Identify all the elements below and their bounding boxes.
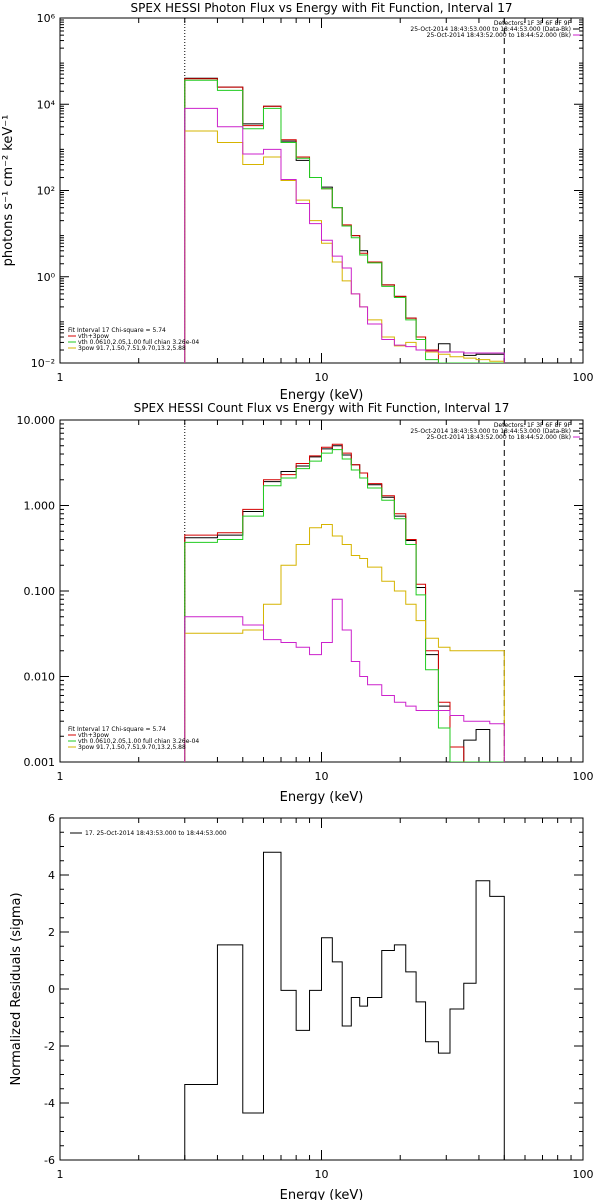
x-axis-label: Energy (keV) [280,388,364,403]
x-tick-label: 10 [315,770,329,783]
y-tick-label: 0 [48,983,55,996]
x-axis-label: Energy (keV) [280,1188,364,1200]
y-tick-label: 0.001 [24,756,56,769]
y-tick-label: 10⁴ [37,98,56,111]
y-tick-label: 10⁶ [37,12,56,25]
y-tick-label: 10.000 [17,414,56,427]
series-1-line [184,78,505,363]
y-tick-label: 10⁻² [31,357,55,370]
x-tick-label: 1 [57,1168,64,1181]
series-0-line [184,851,505,1160]
legend-top-entry: Detectors: 1F 3F 6F 8F 9F [494,20,572,27]
legend-bottom-entry: Fit Interval 17 Chi-square = 5.74 [68,327,166,334]
x-tick-label: 1 [57,371,64,384]
legend-bottom-entry: Fit Interval 17 Chi-square = 5.74 [68,726,166,733]
series-3-line [184,130,505,363]
y-tick-label: 4 [48,869,55,882]
series-2-line [184,449,505,762]
legend-top-entry: 25-Oct-2014 18:43:52.000 to 18:44:52.000… [427,32,571,39]
y-tick-label: 10⁰ [37,271,56,284]
residuals-panel: 1 10 100 6 4 2 0 -2 -4 -6 Energy (keV) Normalized R… [9,812,594,1200]
y-tick-label: -2 [44,1040,55,1053]
chart-title: SPEX HESSI Count Flux vs Energy with Fit… [134,401,510,415]
series-0-line [184,445,505,762]
x-tick-label: 10 [315,371,329,384]
legend-top-entry: 25-Oct-2014 18:43:53.000 to 18:44:53.000… [410,428,571,435]
y-tick-label: -4 [44,1097,55,1110]
series-0-line [184,77,505,363]
y-tick-label: -6 [44,1154,55,1167]
series-4-line [184,107,505,363]
y-tick-label: 0.010 [24,671,56,684]
series-4-line [184,598,505,762]
y-axis-label: photons s⁻¹ cm⁻² keV⁻¹ [1,115,16,267]
photon-flux-panel: SPEX HESSI Photon Flux vs Energy with Fi… [1,1,594,403]
series-1-line [184,443,505,762]
legend-bottom-entry: 3pow 91.7,1.50,7.51,9.70,13.2,5.88 [78,345,186,352]
x-tick-label: 100 [573,371,594,384]
count-flux-panel: SPEX HESSI Count Flux vs Energy with Fit… [17,401,594,805]
series-2-line [184,79,505,363]
y-tick-label: 6 [48,812,55,825]
legend-bottom-entry: vth+3pow [78,333,109,340]
legend-bottom-entry: vth 0.0610,2.05,1.00 full chian 3.26e-04 [78,738,199,745]
y-axis-label: Normalized Residuals (sigma) [9,892,24,1085]
y-tick-label: 1.000 [24,500,56,513]
x-tick-label: 100 [573,1168,594,1181]
x-axis-label: Energy (keV) [280,790,364,805]
x-tick-label: 1 [57,770,64,783]
x-tick-label: 100 [573,770,594,783]
legend-top-entry: Detectors: 1F 3F 6F 8F 9F [494,422,572,429]
legend-bottom-entry: 3pow 91.7,1.50,7.51,9.70,13.2,5.88 [78,744,186,751]
legend-bottom-entry: vth+3pow [78,732,109,739]
legend-entry: 17. 25-Oct-2014 18:43:53.000 to 18:44:53… [85,830,227,837]
y-tick-label: 0.100 [24,585,56,598]
series-3-line [184,523,505,762]
y-tick-label: 10² [37,185,55,198]
x-tick-label: 10 [315,1168,329,1181]
legend-top-entry: 25-Oct-2014 18:43:53.000 to 18:44:53.000… [410,26,571,33]
legend-top-entry: 25-Oct-2014 18:43:52.000 to 18:44:52.000… [427,434,571,441]
legend-bottom-entry: vth 0.0610,2.05,1.00 full chian 3.26e-04 [78,339,199,346]
chart-title: SPEX HESSI Photon Flux vs Energy with Fi… [131,1,513,15]
y-tick-label: 2 [48,926,55,939]
